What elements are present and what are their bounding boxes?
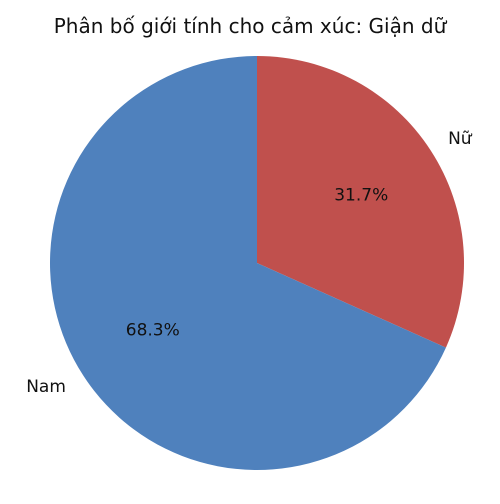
pie-slice-label-0: Nữ bbox=[448, 129, 473, 149]
chart-title: Phân bố giới tính cho cảm xúc: Giận dữ bbox=[53, 14, 447, 38]
pie-slice-pct-label-0: 31.7% bbox=[334, 185, 388, 205]
pie-slice-pct-label-1: 68.3% bbox=[126, 321, 180, 341]
pie-slice-0 bbox=[257, 56, 464, 348]
pie-slice-label-1: Nam bbox=[26, 377, 66, 397]
pie-slice-1 bbox=[50, 56, 446, 470]
